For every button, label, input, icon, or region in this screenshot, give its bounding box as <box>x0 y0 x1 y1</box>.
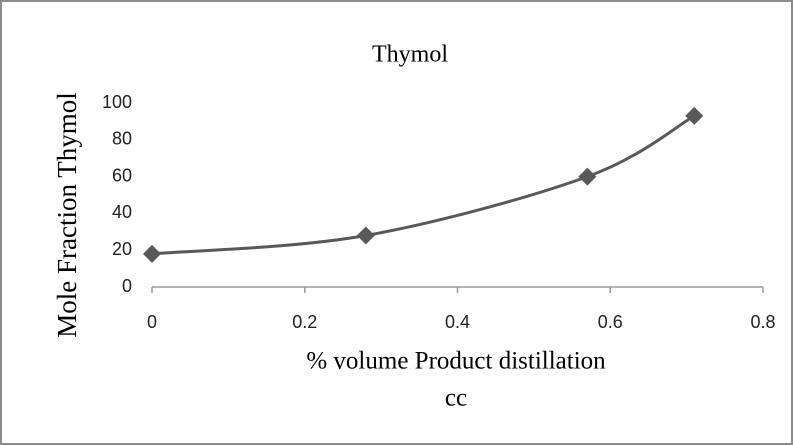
y-tick-label: 60 <box>112 165 132 185</box>
y-axis-label: Mole Fraction Thymol <box>52 92 82 337</box>
y-tick-label: 0 <box>122 276 132 296</box>
x-tick-label: 0.8 <box>750 312 775 332</box>
x-tick-label: 0 <box>147 312 157 332</box>
chart-title: Thymol <box>372 42 448 68</box>
y-tick-label: 40 <box>112 202 132 222</box>
x-tick-label: 0.4 <box>445 312 470 332</box>
x-axis-label: cc <box>445 385 467 412</box>
data-point <box>578 167 597 186</box>
x-tick-label: 0.6 <box>598 312 623 332</box>
series-line <box>151 114 696 256</box>
x-tick-label: 0.2 <box>292 312 317 332</box>
y-tick-label: 20 <box>112 239 132 259</box>
x-axis-label: % volume Product distillation <box>306 348 606 375</box>
data-point <box>143 244 161 263</box>
data-point <box>356 226 375 245</box>
y-tick-label: 80 <box>112 129 132 149</box>
data-point <box>685 106 704 125</box>
y-tick-label: 100 <box>102 92 132 112</box>
